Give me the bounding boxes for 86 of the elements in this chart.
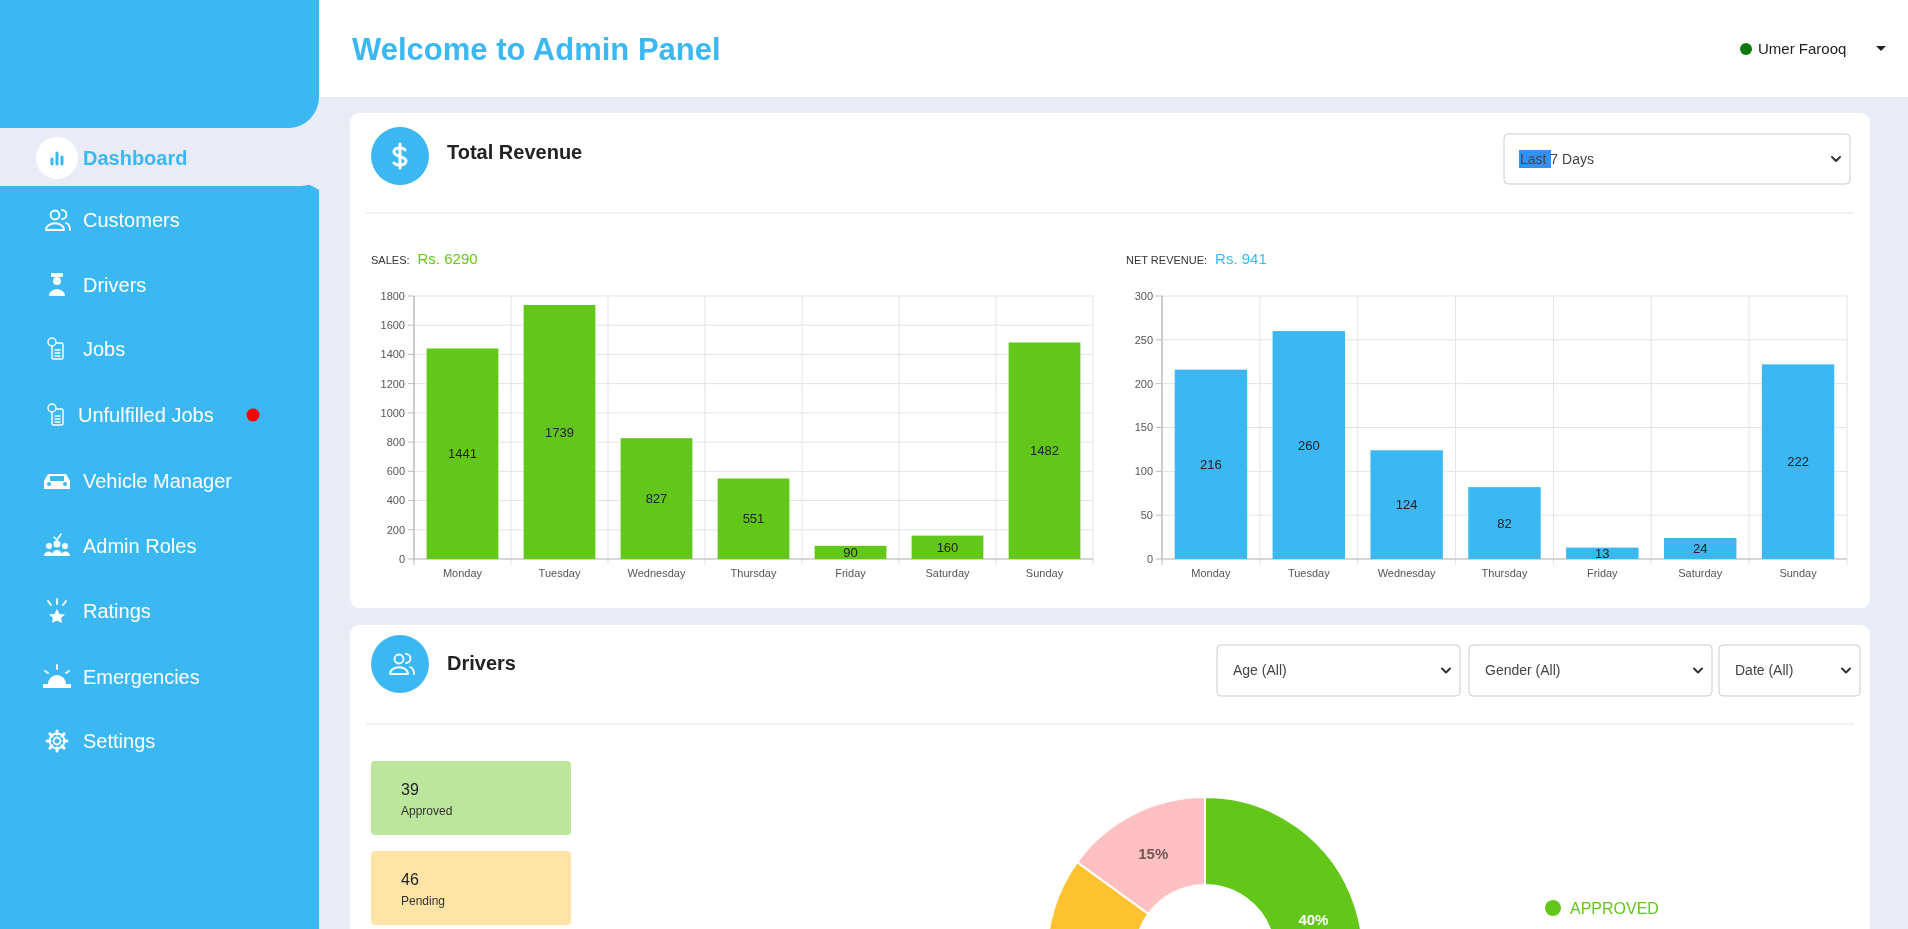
x-tick-label: Friday <box>1587 567 1619 579</box>
y-tick-label: 200 <box>1134 377 1153 390</box>
y-tick-label: 1000 <box>380 406 405 419</box>
y-tick-label: 400 <box>386 494 405 507</box>
bar <box>911 535 984 559</box>
text: Vehicle Manager <box>83 470 233 492</box>
chart-subtitle: Rs. 6290 <box>417 250 478 267</box>
y-tick-label: 0 <box>398 552 405 565</box>
x-tick-label: Wednesday <box>627 567 686 579</box>
y-tick-label: 200 <box>386 523 405 536</box>
x-tick-label: Saturday <box>1678 567 1723 579</box>
x-tick-label: Thursday <box>1481 567 1528 579</box>
text: Admin Roles <box>83 535 197 557</box>
chart-subtitle: Rs. 941 <box>1215 250 1267 267</box>
text: Last 7 Days <box>1520 150 1594 167</box>
data-label: 82 <box>1497 515 1512 531</box>
data-label: 124 <box>1395 497 1418 513</box>
x-tick-label: Monday <box>1191 567 1231 579</box>
data-label: 15% <box>1138 844 1169 862</box>
y-tick-label: 100 <box>1134 465 1153 478</box>
y-tick-label: 800 <box>386 435 405 448</box>
bar <box>1761 364 1835 559</box>
bar <box>717 478 790 559</box>
chart-title: SALES: <box>371 254 410 266</box>
x-tick-label: Monday <box>442 567 483 579</box>
text: Total Revenue <box>447 141 583 163</box>
chart-title: NET REVENUE: <box>1126 254 1208 266</box>
text: Settings <box>83 730 156 752</box>
text: Gender (All) <box>1485 662 1561 679</box>
data-label: 222 <box>1787 454 1809 470</box>
x-tick-label: Wednesday <box>1377 567 1437 579</box>
y-tick-label: 1800 <box>380 289 405 302</box>
text: Emergencies <box>83 666 200 688</box>
bar <box>1370 450 1443 559</box>
y-tick-label: 1200 <box>380 377 405 390</box>
bar <box>1008 342 1081 559</box>
data-label: 1482 <box>1030 443 1059 459</box>
x-tick-label: Saturday <box>925 567 971 579</box>
y-tick-label: 0 <box>1146 552 1153 565</box>
data-label: 90 <box>843 544 858 560</box>
text: Jobs <box>83 338 126 360</box>
bar <box>620 438 693 559</box>
x-tick-label: Tuesday <box>1287 567 1331 579</box>
data-label: 1739 <box>545 424 574 440</box>
bar <box>426 348 499 559</box>
bar <box>523 304 596 559</box>
x-tick-label: Tuesday <box>538 567 581 579</box>
text: 46 <box>401 870 419 888</box>
y-tick-label: 1400 <box>380 348 405 361</box>
text: Date (All) <box>1735 662 1794 679</box>
text: Ratings <box>83 600 151 622</box>
x-tick-label: Sunday <box>1025 567 1064 579</box>
bar <box>1174 369 1248 559</box>
text: Pending <box>401 894 446 909</box>
data-label: 216 <box>1200 456 1222 472</box>
x-tick-label: Friday <box>835 567 867 579</box>
text: 39 <box>401 780 419 798</box>
x-tick-label: Sunday <box>1779 567 1818 579</box>
data-label: 827 <box>645 491 668 507</box>
data-label: 1441 <box>448 446 477 462</box>
y-tick-label: 250 <box>1134 333 1153 346</box>
bar <box>1664 537 1737 559</box>
bar <box>1468 487 1541 559</box>
text: Dashboard <box>83 147 188 169</box>
data-label: 160 <box>936 539 959 555</box>
text: Drivers <box>447 652 516 674</box>
x-tick-label: Thursday <box>730 567 777 579</box>
text: Drivers <box>83 274 147 296</box>
legend-label: APPROVED <box>1570 899 1659 917</box>
data-label: 13 <box>1595 545 1610 561</box>
text: Welcome to Admin Panel <box>352 31 721 67</box>
data-label: 40% <box>1298 911 1329 929</box>
y-tick-label: 50 <box>1140 509 1153 522</box>
text: Customers <box>83 209 180 231</box>
text: Umer Farooq <box>1758 40 1847 58</box>
y-tick-label: 1600 <box>380 319 405 332</box>
y-tick-label: 600 <box>386 465 405 478</box>
data-label: 551 <box>742 511 765 527</box>
text: Approved <box>401 804 453 819</box>
data-label: 260 <box>1297 437 1320 453</box>
text: Unfulfilled Jobs <box>78 404 214 426</box>
y-tick-label: 150 <box>1134 421 1153 434</box>
bar <box>1272 331 1345 559</box>
text: Age (All) <box>1233 662 1287 679</box>
data-label: 24 <box>1692 541 1708 557</box>
y-tick-label: 300 <box>1134 289 1153 302</box>
